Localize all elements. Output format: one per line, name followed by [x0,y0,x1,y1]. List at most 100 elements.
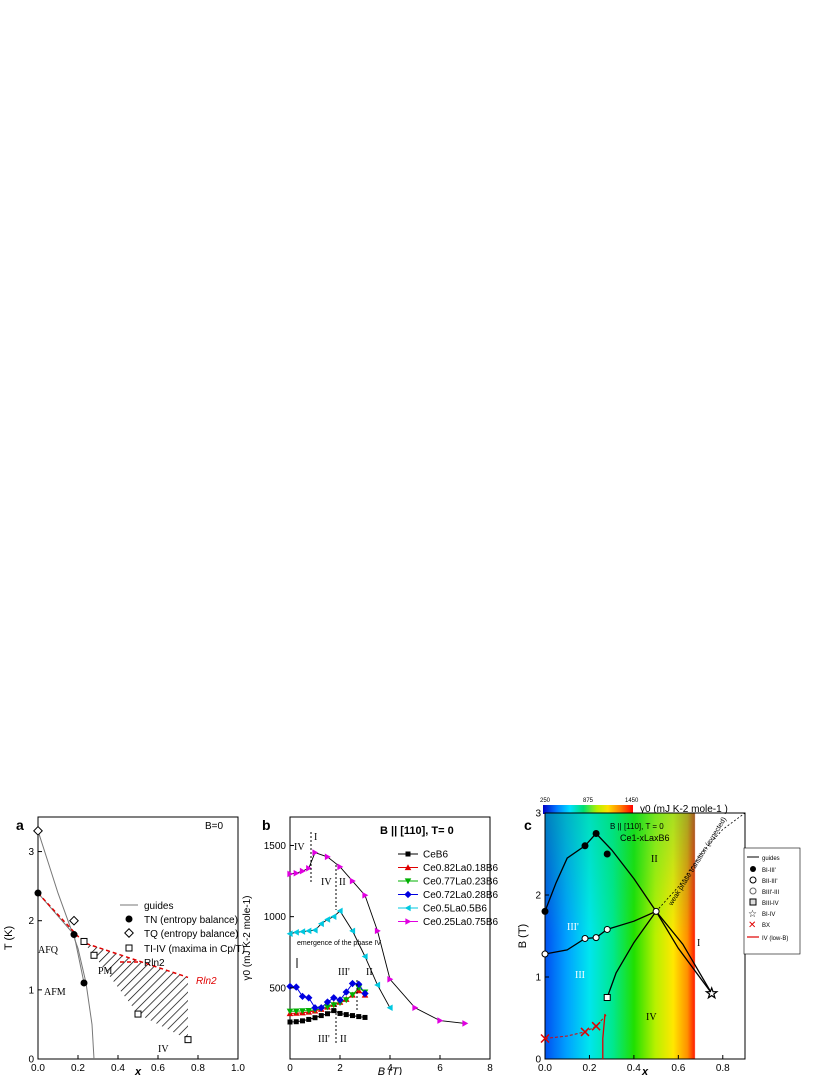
c-point-1 [603,925,611,933]
panel-c-xlabel: x [641,1066,649,1075]
b-point-2 [355,985,363,992]
b-point-0 [343,1012,349,1018]
b-point-5 [362,891,369,899]
b-point-3 [305,994,313,1002]
c-xtick-label: 0.8 [716,1063,730,1074]
b-point-2 [299,1008,306,1015]
b-point-0 [350,1013,355,1019]
c-legend-guides: guides [762,856,780,862]
b-xtick-label: 0 [287,1063,293,1074]
b-legend-marker [404,878,412,885]
region-pm: PM [98,966,113,977]
b-point-3 [355,980,363,988]
b-legend-label: Ce0.72La0.28B6 [423,890,499,901]
c-legend-6: BX [762,923,770,929]
b-label-ii-1: II [339,877,346,888]
c-xtick-label: 0.0 [538,1063,552,1074]
panel-a-letter: a [16,817,24,833]
b-point-3 [361,989,369,998]
b-point-5 [437,1017,444,1024]
c-point-1 [581,934,589,942]
b-point-4 [305,927,312,935]
panel-b-ylabel: γ0 (mJ K-2 mole-1) [242,895,253,980]
b-point-2 [342,997,350,1004]
b-point-4 [330,913,337,920]
hatched-region [84,942,188,1040]
legend-guides: guides [144,901,173,912]
panel-a-frame [37,816,239,1060]
legend-tn-marker [125,915,133,923]
c-ytick-label: 1 [535,973,541,984]
b-legend-label: Ce0.5La0.5B6 [423,904,487,915]
rln2-line [37,892,189,979]
c-point-4 [580,1027,590,1037]
panel-c-compound: Ce1-xLaxB6 [620,833,670,843]
b-point-3 [298,992,307,1001]
colorbar-tick-875: 875 [583,798,594,804]
b-point-5 [312,849,319,856]
c-iv-lowb-line [602,1013,606,1059]
b-legend-label: Ce0.82La0.18B6 [423,863,499,874]
panel-a-annotation: B=0 [205,821,224,832]
a-xtick-label: 0.4 [111,1063,125,1074]
a-point-0 [34,889,42,897]
colorbar-label: γ0 (mJ K-2 mole-1 ) [640,804,728,815]
b-label-iv-2: IV [321,877,332,888]
c-guide-dome [544,832,713,994]
panel-b-letter: b [262,817,271,833]
b-point-3 [317,1004,325,1012]
b-point-3 [323,998,332,1006]
region-afm: AFM [44,987,66,998]
panel-c-legend: guides BI-III' BII-III' BIII'-III BIII-I… [743,847,801,955]
region-iv: IV [158,1044,169,1055]
c-point-1 [592,934,600,942]
b-xtick-label: 4 [387,1063,393,1074]
a-point-2 [90,951,98,959]
b-point-2 [349,992,356,999]
a-ytick-label: 1 [28,985,34,996]
guide-tn [37,892,85,984]
emergence-note: emergence of the phase IV [297,940,381,947]
b-point-2 [292,1008,300,1015]
b-point-4 [336,907,343,915]
legend-tn: TN (entropy balance) [144,915,238,926]
b-point-5 [374,927,381,935]
b-point-0 [287,1019,293,1025]
c-xtick-label: 0.4 [627,1063,641,1074]
b-point-3 [292,983,300,991]
c-legend-m5: ☆ [748,909,757,920]
panel-c: c 250 875 1450 γ0 (mJ K-2 mole-1 ) B || … [517,798,801,1075]
c-legend-1: BI-III' [762,868,776,874]
b-point-0 [306,1016,312,1022]
b-point-5 [412,1004,419,1012]
b-point-3 [342,988,350,996]
c-guide-iv [606,911,657,998]
a-ytick-label: 2 [28,916,34,927]
b-legend-label: CeB6 [423,850,448,861]
legend-tq-marker [124,928,134,938]
heatmap-shading [545,813,695,1059]
c-point-2 [603,994,611,1001]
b-legend-marker [404,890,412,899]
c-xtick-label: 0.2 [582,1063,596,1074]
b-point-4 [317,920,324,928]
b-xtick-label: 2 [337,1063,343,1074]
c-ytick-label: 2 [535,891,541,902]
c-point-1 [541,950,549,958]
c-legend-m2 [749,876,757,884]
c-legend-m4 [749,898,757,906]
b-point-4 [311,926,318,934]
legend-rln2: Rln2 [144,958,165,969]
b-point-4 [286,930,293,938]
b-point-0 [362,1014,368,1020]
c-legend-3: BIII'-III [762,890,779,896]
b-point-5 [349,877,356,885]
c-point-0 [592,830,600,837]
c-guide-i [655,910,713,994]
b-label-iii-prime-1: III' [338,967,350,978]
panel-b-annotation: B || [110], T= 0 [380,825,454,837]
c-legend-4: BIII-IV [762,901,779,907]
legend-tiiv: TI-IV (maxima in Cp/T) [144,944,245,955]
c-label-i: I [697,938,700,949]
